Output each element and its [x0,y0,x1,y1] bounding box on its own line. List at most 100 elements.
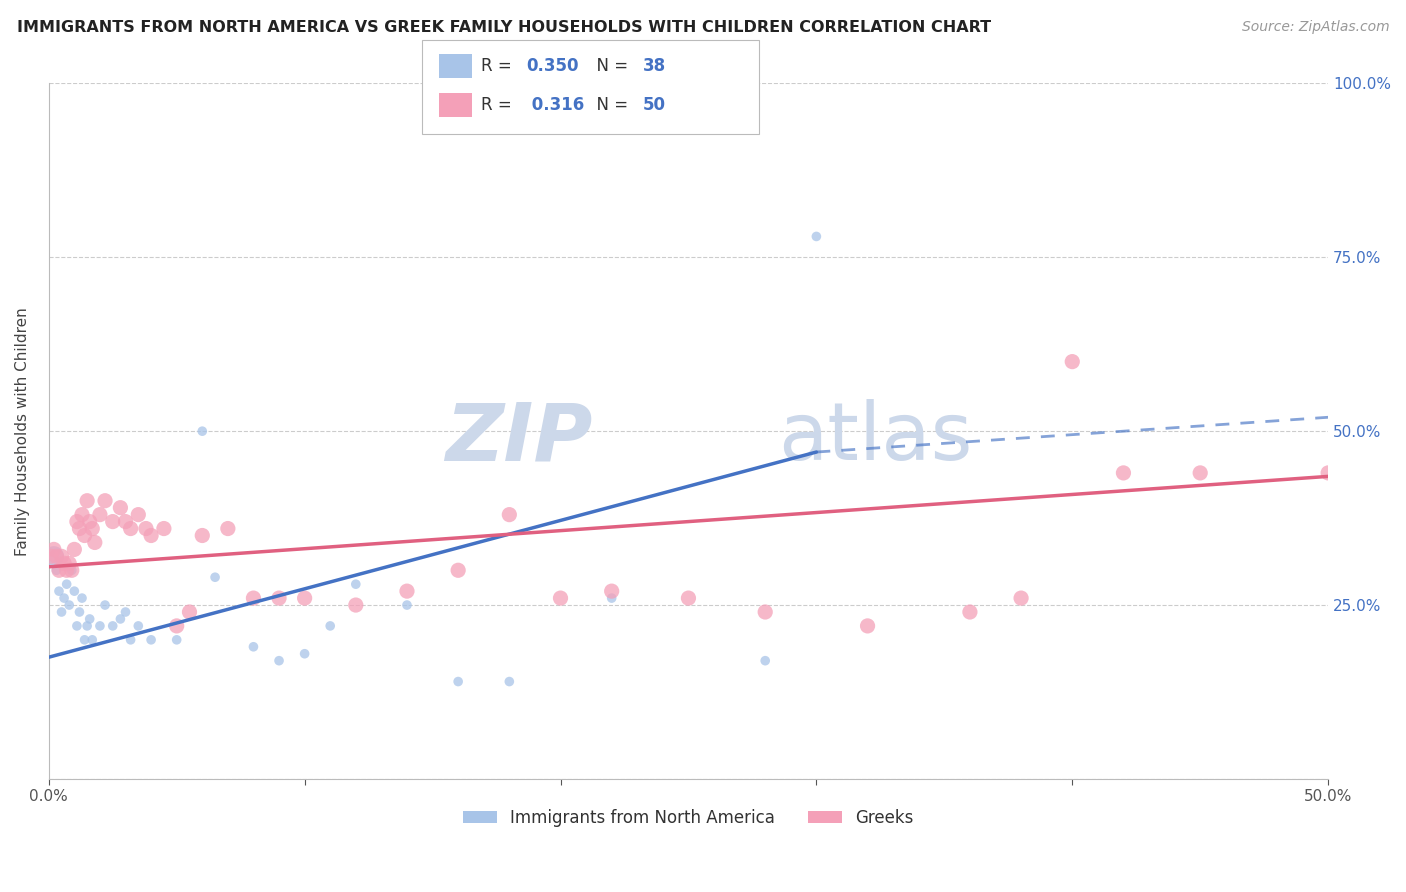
Point [55,577,77,591]
Point [135,522,157,536]
Point [344,598,367,612]
Point [73,528,96,542]
Point [395,584,418,599]
Point [294,647,316,661]
Point [89,508,111,522]
Text: R =: R = [481,95,517,114]
Point [959,605,981,619]
Point [94,493,117,508]
Point [63,542,86,557]
Point [319,619,342,633]
Point [120,522,142,536]
Y-axis label: Family Households with Children: Family Households with Children [15,307,30,556]
Point [79,515,101,529]
Text: ZIP: ZIP [446,399,592,477]
Point [217,522,239,536]
Point [127,619,149,633]
Point [48,563,70,577]
Point [1317,466,1340,480]
Point [754,605,776,619]
Point [83,535,105,549]
Point [73,632,96,647]
Point [395,598,418,612]
Point [754,654,776,668]
Point [114,605,136,619]
Point [139,528,162,542]
Text: R =: R = [481,57,517,76]
Point [55,563,77,577]
Point [191,424,214,438]
Point [139,632,162,647]
Point [1062,354,1084,368]
Point [82,522,104,536]
Point [498,508,520,522]
Point [58,557,80,571]
Point [127,508,149,522]
Point [600,591,623,606]
Point [53,557,76,571]
Point [60,563,83,577]
Point [60,563,83,577]
Text: 0.316: 0.316 [526,95,583,114]
Point [1189,466,1212,480]
Point [191,528,214,542]
Point [242,640,264,654]
Point [79,612,101,626]
Point [179,605,201,619]
Text: N =: N = [586,57,634,76]
Point [204,570,226,584]
Point [267,654,290,668]
Point [1010,591,1032,606]
Point [42,542,65,557]
Point [69,605,91,619]
Point [110,500,132,515]
Text: atlas: atlas [778,399,973,477]
Point [806,229,828,244]
Point [76,619,98,633]
Text: N =: N = [586,95,634,114]
Text: 0.350: 0.350 [526,57,578,76]
Point [1112,466,1135,480]
Point [58,598,80,612]
Point [242,591,264,606]
Point [101,619,124,633]
Point [89,619,111,633]
Point [267,591,290,606]
Point [166,619,188,633]
Point [110,612,132,626]
Point [53,591,76,606]
Point [66,515,89,529]
Point [69,522,91,536]
Point [63,584,86,599]
Point [51,605,73,619]
Text: 38: 38 [643,57,665,76]
Text: IMMIGRANTS FROM NORTH AMERICA VS GREEK FAMILY HOUSEHOLDS WITH CHILDREN CORRELATI: IMMIGRANTS FROM NORTH AMERICA VS GREEK F… [17,20,991,35]
Point [447,674,470,689]
Point [48,584,70,599]
Point [114,515,136,529]
Point [45,563,67,577]
Point [294,591,316,606]
Point [66,619,89,633]
Point [76,493,98,508]
Point [42,549,65,564]
Point [447,563,470,577]
Point [51,549,73,564]
Text: Source: ZipAtlas.com: Source: ZipAtlas.com [1241,20,1389,34]
Point [39,549,62,564]
Legend: Immigrants from North America, Greeks: Immigrants from North America, Greeks [457,802,920,833]
Point [94,598,117,612]
Point [600,584,623,599]
Point [678,591,700,606]
Point [45,549,67,564]
Point [70,508,93,522]
Point [153,522,176,536]
Point [498,674,520,689]
Text: 50: 50 [643,95,665,114]
Point [70,591,93,606]
Point [101,515,124,529]
Point [82,632,104,647]
Point [166,632,188,647]
Point [856,619,879,633]
Point [120,632,142,647]
